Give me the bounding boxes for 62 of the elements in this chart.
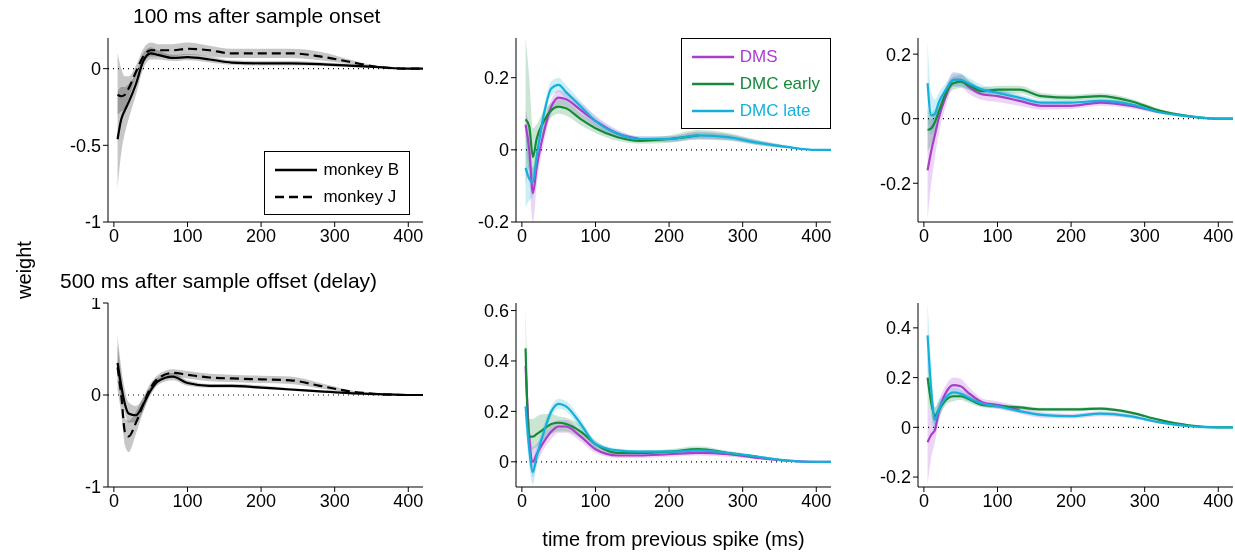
x-tick-label: 400 [393,225,424,246]
x-tick-label: 100 [580,225,611,246]
line-series [926,78,1233,120]
x-tick-label: 100 [580,490,611,511]
x-tick-label: 0 [918,225,929,246]
y-tick-label: 0.2 [885,367,911,388]
y-tick-label: 0.4 [885,318,911,339]
x-tick-label: 0 [108,225,119,246]
legend-label: DMC early [739,73,820,95]
y-tick-label: -0.2 [879,173,911,194]
y-axis-title: weight [12,241,36,299]
y-tick-label: 0 [498,140,509,161]
legend-label: DMC late [739,100,811,122]
x-tick-label: 0 [516,490,527,511]
x-tick-label: 200 [246,490,277,511]
x-tick-label: 300 [1129,490,1160,511]
y-tick-label: 0 [90,59,101,80]
x-tick-label: 400 [393,490,424,511]
legend-label: monkey B [323,159,399,181]
x-tick-label: 300 [319,490,350,511]
y-tick-label: -0.5 [69,135,101,156]
y-tick-label: -0.2 [879,467,911,488]
x-tick-label: 300 [319,225,350,246]
x-tick-label: 400 [1203,225,1234,246]
x-tick-label: 100 [982,490,1013,511]
legend-label: monkey J [323,186,397,208]
y-tick-label: -1 [84,212,101,233]
x-tick-label: 0 [516,225,527,246]
x-tick-label: 100 [172,225,203,246]
x-tick-label: 0 [108,490,119,511]
y-tick-label: 0.2 [885,44,911,65]
x-tick-label: 200 [1056,490,1087,511]
x-tick-label: 200 [246,225,277,246]
x-axis-title: time from previous spike (ms) [542,528,805,551]
x-tick-label: 0 [918,490,929,511]
y-tick-label: 0 [90,385,101,406]
y-tick-label: 0 [498,452,509,473]
y-tick-label: -0.2 [477,212,509,233]
x-tick-label: 300 [727,225,758,246]
y-tick-label: 0.2 [483,68,509,89]
y-tick-label: 0.4 [483,351,509,372]
x-tick-label: 400 [1203,490,1234,511]
y-tick-label: 0.2 [483,401,509,422]
x-tick-label: 100 [982,225,1013,246]
x-tick-label: 400 [801,490,832,511]
x-tick-label: 200 [654,225,685,246]
x-tick-label: 100 [172,490,203,511]
x-tick-label: 200 [1056,225,1087,246]
x-tick-label: 300 [1129,225,1160,246]
chart-title: 500 ms after sample offset (delay) [60,269,378,293]
y-tick-label: -1 [84,477,101,498]
line-series [524,402,831,473]
chart-title: 100 ms after sample onset [133,4,381,28]
legend-label: DMS [739,46,778,68]
y-tick-label: 0.6 [483,300,509,321]
y-tick-label: 0 [900,109,911,130]
line-series [926,334,1233,429]
x-tick-label: 200 [654,490,685,511]
line-series [926,383,1021,444]
y-tick-label: 0 [900,417,911,438]
x-tick-label: 400 [801,225,832,246]
x-tick-label: 300 [727,490,758,511]
